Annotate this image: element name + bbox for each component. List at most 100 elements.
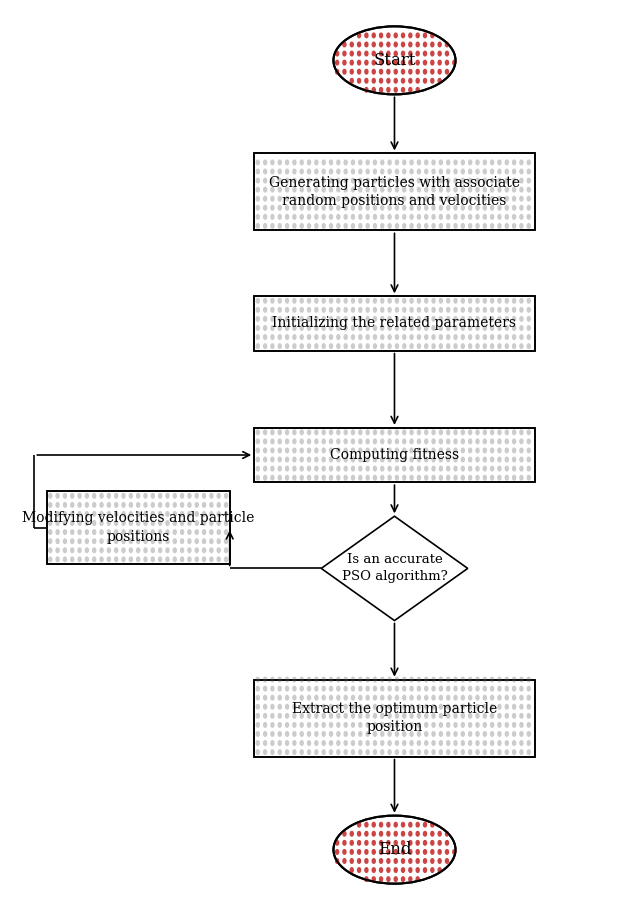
Circle shape [396,732,399,736]
Circle shape [447,317,450,321]
Circle shape [151,521,154,525]
Circle shape [410,215,413,219]
Circle shape [344,215,347,219]
Circle shape [337,298,340,303]
Circle shape [359,215,362,219]
Circle shape [373,224,376,228]
Circle shape [366,677,369,682]
Circle shape [513,695,516,700]
Circle shape [425,317,428,321]
Circle shape [520,326,523,330]
Circle shape [396,178,399,183]
Circle shape [337,317,340,321]
Circle shape [410,686,413,691]
Circle shape [491,440,493,444]
Circle shape [188,539,191,543]
Circle shape [387,850,390,854]
FancyBboxPatch shape [254,428,535,482]
Circle shape [359,197,362,201]
Circle shape [366,344,369,349]
Circle shape [468,215,472,219]
Circle shape [63,539,67,543]
Circle shape [337,732,340,736]
Circle shape [454,187,457,192]
Circle shape [432,677,435,682]
Circle shape [166,539,169,543]
Circle shape [425,704,428,709]
Circle shape [285,197,289,201]
Circle shape [210,530,213,534]
Circle shape [409,823,412,827]
Circle shape [373,677,376,682]
Circle shape [300,187,303,192]
Circle shape [527,440,531,444]
Circle shape [307,704,310,709]
Circle shape [373,430,376,435]
Circle shape [359,713,362,718]
Circle shape [498,741,501,745]
Circle shape [271,732,274,736]
Circle shape [476,298,479,303]
Circle shape [256,732,259,736]
Circle shape [439,723,442,727]
Circle shape [396,449,399,453]
Circle shape [505,732,508,736]
Circle shape [447,723,450,727]
Circle shape [452,60,456,65]
Circle shape [330,187,333,192]
Circle shape [300,308,303,312]
Circle shape [293,741,296,745]
Circle shape [307,686,310,691]
Circle shape [417,317,420,321]
Circle shape [264,723,267,727]
Circle shape [278,224,281,228]
Circle shape [307,713,310,718]
Circle shape [264,449,267,453]
Circle shape [129,557,132,561]
Circle shape [491,160,493,165]
Circle shape [264,178,267,183]
Circle shape [454,308,457,312]
Circle shape [476,449,479,453]
Circle shape [381,326,384,330]
Circle shape [372,78,375,83]
Circle shape [394,33,397,37]
Circle shape [151,502,154,507]
Circle shape [439,326,442,330]
Text: Is an accurate
PSO algorithm?: Is an accurate PSO algorithm? [342,553,447,583]
Circle shape [93,521,96,525]
Circle shape [527,449,531,453]
Circle shape [498,466,501,470]
Circle shape [300,430,303,435]
Circle shape [166,502,169,507]
Circle shape [425,160,428,165]
Circle shape [410,430,413,435]
Circle shape [330,298,333,303]
Circle shape [417,686,420,691]
Circle shape [300,457,303,461]
Circle shape [337,206,340,210]
Circle shape [365,33,368,37]
Circle shape [438,60,441,65]
Circle shape [300,335,303,339]
Circle shape [100,557,103,561]
Circle shape [358,78,360,83]
Circle shape [447,695,450,700]
Circle shape [337,695,340,700]
Circle shape [388,457,391,461]
Circle shape [447,224,450,228]
Circle shape [344,750,347,754]
Circle shape [351,430,355,435]
Circle shape [210,521,213,525]
Circle shape [520,704,523,709]
Circle shape [439,457,442,461]
Circle shape [381,187,384,192]
Circle shape [498,723,501,727]
Circle shape [202,502,205,507]
Circle shape [416,823,419,827]
Circle shape [396,741,399,745]
Circle shape [439,449,442,453]
Circle shape [202,521,205,525]
Circle shape [372,69,375,74]
Circle shape [527,344,531,349]
